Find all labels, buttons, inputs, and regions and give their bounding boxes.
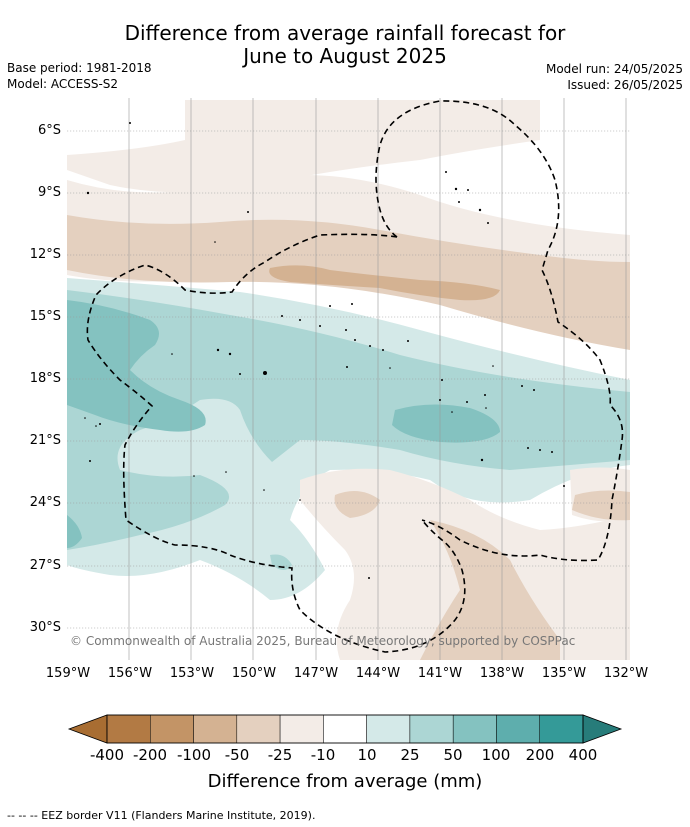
map-area: [67, 98, 630, 660]
colorbar-tick-label: 25: [400, 746, 420, 764]
lon-label-144w: 144°W: [355, 666, 401, 681]
lat-label-15s: 15°S: [29, 309, 61, 324]
lon-label-150w: 150°W: [231, 666, 277, 681]
colorbar-arrow-left: [67, 714, 108, 744]
title-line-1: Difference from average rainfall forecas…: [124, 21, 566, 45]
lon-label-141w: 141°W: [417, 666, 463, 681]
colorbar-tick-label: 10: [357, 746, 377, 764]
model-name: Model: ACCESS-S2: [7, 77, 119, 91]
colorbar-outline: [106, 714, 584, 744]
lat-label-18s: 18°S: [29, 371, 61, 386]
lon-label-153w: 153°W: [169, 666, 215, 681]
title-line-2: June to August 2025: [243, 44, 447, 68]
gridlines: [67, 98, 630, 660]
eez-border-north: [375, 100, 624, 562]
lon-label-147w: 147°W: [293, 666, 339, 681]
lat-label-6s: 6°S: [37, 123, 61, 138]
colorbar-title: Difference from average (mm): [207, 771, 483, 792]
colorbar-segment: [409, 714, 454, 744]
colorbar-tick-label: 100: [481, 746, 511, 764]
issued-date: Issued: 26/05/2025: [567, 78, 683, 92]
colorbar-tick-label: -50: [224, 746, 250, 764]
wet-band-medium: [67, 290, 630, 550]
dry-band-patch: [269, 265, 500, 301]
colorbar-segment: [236, 714, 281, 744]
base-period: Base period: 1981-2018: [7, 61, 152, 75]
lon-label-156w: 156°W: [107, 666, 153, 681]
colorbar-tick-label: -100: [176, 746, 212, 764]
eez-border: [86, 100, 624, 653]
colorbar-segment: [150, 714, 194, 744]
wet-core-east: [392, 404, 500, 443]
colorbar-arrow-right: [582, 714, 623, 744]
colorbar-segment: [193, 714, 238, 744]
model-run: Model run: 24/05/2025: [545, 62, 683, 76]
colorbar-segments: [106, 714, 584, 744]
colorbar-segment: [106, 714, 151, 744]
lon-label-159w: 159°W: [45, 666, 91, 681]
lat-label-21s: 21°S: [29, 433, 61, 448]
eez-footnote: -- -- -- EEZ border V11 (Flanders Marine…: [7, 809, 316, 822]
lat-label-12s: 12°S: [29, 247, 61, 262]
dry-band-light-north: [67, 100, 540, 193]
colorbar-segment: [279, 714, 324, 744]
metadata-right: Model run: 24/05/2025 Issued: 26/05/2025: [546, 61, 683, 93]
lat-label-30s: 30°S: [29, 620, 61, 635]
copyright-notice: © Commonwealth of Australia 2025, Bureau…: [70, 634, 576, 648]
dry-south-east-mid: [572, 490, 630, 521]
islands: [84, 122, 565, 579]
colorbar-segment: [496, 714, 540, 744]
colorbar-segment: [539, 714, 584, 744]
colorbar-tick-label: 50: [443, 746, 463, 764]
map-title: Difference from average rainfall forecas…: [0, 22, 690, 68]
colorbar-tick-label: -25: [267, 746, 293, 764]
dry-south-patch: [334, 491, 380, 518]
wet-core-southwest: [67, 515, 82, 548]
colorbar: [67, 714, 623, 744]
metadata-left: Base period: 1981-2018 Model: ACCESS-S2: [7, 60, 152, 92]
lat-label-24s: 24°S: [29, 495, 61, 510]
colorbar-tick-label: -200: [132, 746, 168, 764]
colorbar-tick-label: 200: [525, 746, 555, 764]
colorbar-tick-label: -400: [89, 746, 125, 764]
colorbar-segment: [366, 714, 411, 744]
wet-core-west: [67, 300, 206, 432]
colorbar-segment: [452, 714, 497, 744]
colorbar-tick-label: -10: [310, 746, 336, 764]
lat-label-9s: 9°S: [37, 185, 61, 200]
lat-label-27s: 27°S: [29, 558, 61, 573]
colorbar-segment: [323, 714, 367, 744]
lon-label-132w: 132°W: [603, 666, 649, 681]
lon-label-138w: 138°W: [479, 666, 525, 681]
lon-label-135w: 135°W: [541, 666, 587, 681]
colorbar-tick-label: 400: [568, 746, 598, 764]
